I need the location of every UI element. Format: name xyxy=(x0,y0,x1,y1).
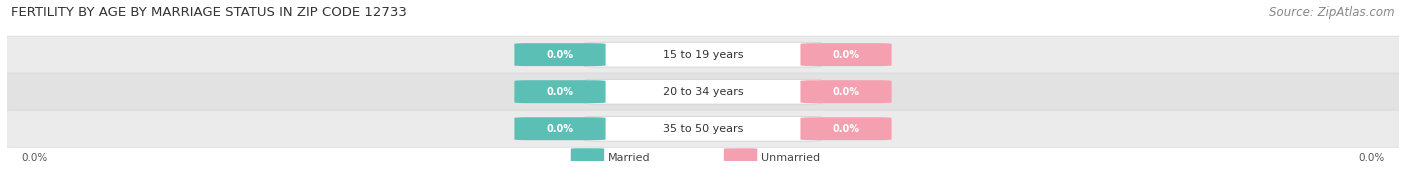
FancyBboxPatch shape xyxy=(585,42,821,67)
FancyBboxPatch shape xyxy=(0,110,1406,147)
Text: 0.0%: 0.0% xyxy=(832,87,859,97)
FancyBboxPatch shape xyxy=(0,36,1406,73)
FancyBboxPatch shape xyxy=(800,43,891,66)
Text: 0.0%: 0.0% xyxy=(832,50,859,60)
Text: 0.0%: 0.0% xyxy=(1358,153,1385,163)
Text: Unmarried: Unmarried xyxy=(761,153,820,163)
FancyBboxPatch shape xyxy=(515,80,606,103)
FancyBboxPatch shape xyxy=(585,116,821,141)
Text: 0.0%: 0.0% xyxy=(547,124,574,134)
FancyBboxPatch shape xyxy=(515,117,606,140)
FancyBboxPatch shape xyxy=(571,148,605,167)
FancyBboxPatch shape xyxy=(800,117,891,140)
Text: FERTILITY BY AGE BY MARRIAGE STATUS IN ZIP CODE 12733: FERTILITY BY AGE BY MARRIAGE STATUS IN Z… xyxy=(11,6,408,19)
FancyBboxPatch shape xyxy=(800,80,891,103)
FancyBboxPatch shape xyxy=(515,43,606,66)
FancyBboxPatch shape xyxy=(724,148,758,167)
Text: 0.0%: 0.0% xyxy=(21,153,48,163)
Text: 20 to 34 years: 20 to 34 years xyxy=(662,87,744,97)
Text: 0.0%: 0.0% xyxy=(547,87,574,97)
Text: 0.0%: 0.0% xyxy=(547,50,574,60)
Text: 35 to 50 years: 35 to 50 years xyxy=(662,124,744,134)
FancyBboxPatch shape xyxy=(0,73,1406,110)
Text: Source: ZipAtlas.com: Source: ZipAtlas.com xyxy=(1270,6,1395,19)
Text: 0.0%: 0.0% xyxy=(832,124,859,134)
FancyBboxPatch shape xyxy=(585,79,821,104)
Text: 15 to 19 years: 15 to 19 years xyxy=(662,50,744,60)
Text: Married: Married xyxy=(607,153,651,163)
